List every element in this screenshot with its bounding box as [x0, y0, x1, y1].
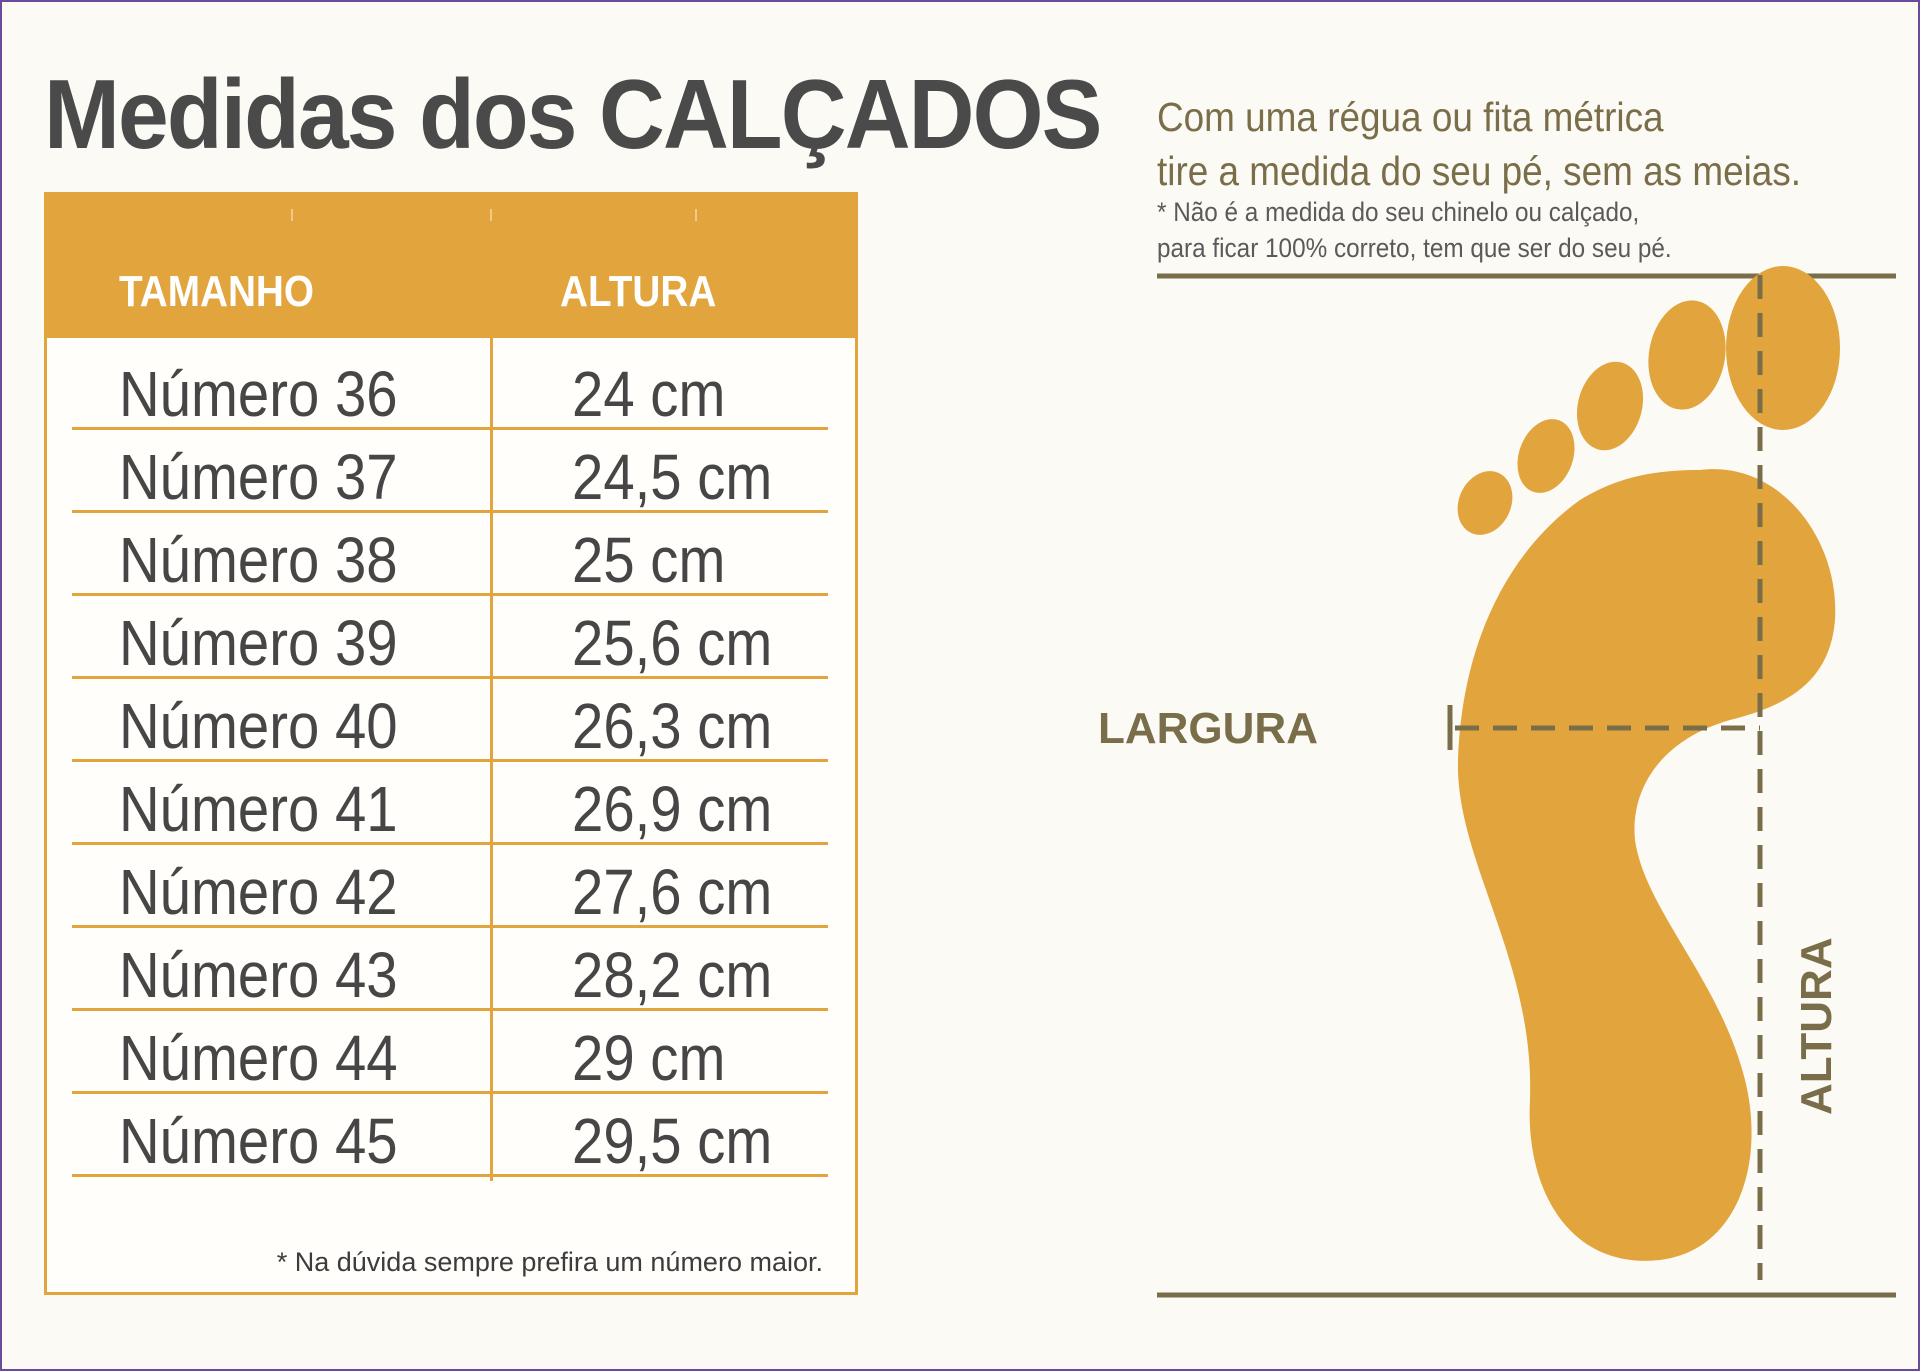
height-cell: 25 cm [572, 524, 726, 596]
foot-measurement-diagram: LARGURA ALTURA [1100, 266, 1896, 1298]
height-cell: 26,3 cm [572, 690, 773, 762]
table-row: Número 36 24 cm [72, 347, 828, 430]
table-row: Número 37 24,5 cm [72, 430, 828, 513]
height-cell: 24,5 cm [572, 441, 773, 513]
size-cell: Número 41 [119, 773, 398, 845]
size-cell: Número 44 [119, 1022, 398, 1094]
foot-icon [1457, 266, 1840, 1261]
header-height: ALTURA [560, 267, 717, 316]
table-header: TAMANHO ALTURA [47, 195, 855, 338]
length-label: ALTURA [1792, 937, 1841, 1115]
instruction-line-1: Com uma régua ou fita métrica [1157, 94, 1664, 140]
height-cell: 27,6 cm [572, 856, 773, 928]
table-footnote: * Na dúvida sempre prefira um número mai… [276, 1247, 823, 1277]
size-cell: Número 36 [119, 358, 398, 430]
size-cell: Número 42 [119, 856, 398, 928]
size-cell: Número 40 [119, 690, 398, 762]
table-row: Número 41 26,9 cm [72, 762, 828, 845]
instruction-note-1: * Não é a medida do seu chinelo ou calça… [1157, 197, 1640, 227]
table-row: Número 44 29 cm [72, 1011, 828, 1094]
table-row: Número 43 28,2 cm [72, 928, 828, 1011]
height-cell: 26,9 cm [572, 773, 773, 845]
height-cell: 28,2 cm [572, 939, 773, 1011]
height-cell: 29 cm [572, 1022, 726, 1094]
header-tick [291, 209, 293, 221]
table-row: Número 39 25,6 cm [72, 596, 828, 679]
size-table: TAMANHO ALTURA Número 36 24 cm Número 37… [44, 192, 858, 1295]
height-cell: 24 cm [572, 358, 726, 430]
table-row: Número 45 29,5 cm [72, 1094, 828, 1177]
table-row: Número 38 25 cm [72, 513, 828, 596]
instruction-note-2: para ficar 100% correto, tem que ser do … [1157, 233, 1672, 263]
header-tick [490, 209, 492, 221]
page-title: Medidas dos CALÇADOS [44, 59, 1102, 169]
header-size: TAMANHO [119, 267, 315, 316]
height-cell: 29,5 cm [572, 1105, 773, 1177]
size-cell: Número 38 [119, 524, 398, 596]
size-cell: Número 37 [119, 441, 398, 513]
instruction-line-2: tire a medida do seu pé, sem as meias. [1157, 148, 1802, 194]
size-cell: Número 43 [119, 939, 398, 1011]
table-row: Número 40 26,3 cm [72, 679, 828, 762]
header-tick [695, 209, 697, 221]
size-cell: Número 45 [119, 1105, 398, 1177]
height-cell: 25,6 cm [572, 607, 773, 679]
table-row: Número 42 27,6 cm [72, 845, 828, 928]
width-label: LARGURA [1100, 704, 1318, 753]
size-cell: Número 39 [119, 607, 398, 679]
